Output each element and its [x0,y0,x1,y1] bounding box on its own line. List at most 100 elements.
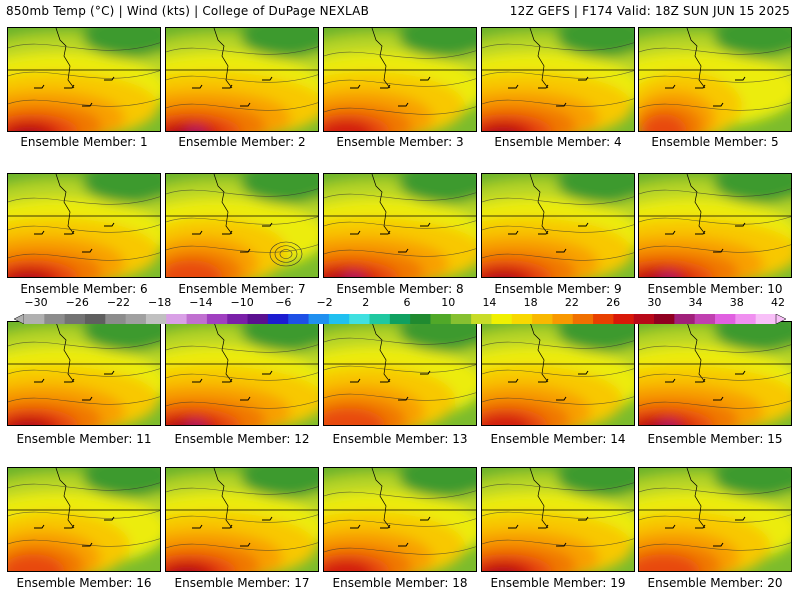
height-contour [8,224,160,233]
wind-barb [578,516,589,521]
height-contour [639,102,791,111]
height-contour [482,340,634,349]
height-contour [166,400,318,409]
wind-barb [398,248,409,253]
wind-barb [104,370,115,375]
colorbar-tick-label: −2 [316,296,333,309]
height-contour [639,46,791,55]
member-caption: Ensemble Member: 3 [336,135,464,149]
height-contour [8,98,160,107]
member-map-17 [165,467,319,572]
member-map-1 [7,27,161,132]
wind-barb [380,84,391,89]
height-contour [324,336,476,345]
wind-barb [82,102,93,107]
member-map-12 [165,321,319,426]
colorbar-segment [410,314,431,324]
height-contour [482,482,634,491]
wind-barb [538,378,549,383]
height-contour [482,42,634,51]
height-contour [482,224,634,233]
temperature-field [482,28,634,131]
wind-barb [556,102,567,107]
height-contour [166,74,318,83]
colorbar-segment [532,314,553,324]
height-contour [8,368,160,377]
colorbar-tick-label: −14 [189,296,213,309]
height-contour [324,220,476,229]
colorbar-tick-label: 42 [771,296,785,309]
height-contour [482,70,634,79]
wind-barb [262,516,273,521]
temperature-field [166,322,318,425]
height-contour [482,396,634,405]
member-caption: Ensemble Member: 16 [16,576,152,590]
colorbar-tick-label: 22 [564,296,579,309]
wind-barb [695,230,706,235]
wind-barb [192,84,203,89]
colorbar-tick-label: −22 [106,296,131,309]
temperature-field [639,174,791,277]
colorbar-segment [328,314,350,324]
wind-barb [350,524,361,529]
wind-barb [34,84,45,89]
height-contour [166,216,318,225]
wind-barb [665,84,676,89]
colorbar-segment [471,314,492,324]
wind-barb [578,222,589,227]
wind-barb [735,76,746,81]
wind-barb [695,84,706,89]
colorbar-segment [694,314,716,324]
wind-barb [262,370,273,375]
member-caption: Ensemble Member: 9 [494,282,622,296]
member-caption: Ensemble Member: 12 [174,432,310,446]
coastline [55,322,75,383]
colorbar-high-arrow [775,313,787,325]
colorbar-segment [593,314,614,324]
coastline [371,468,391,529]
coastline [55,468,75,529]
valid-time: 12Z GEFS | F174 Valid: 18Z SUN JUN 15 20… [509,4,790,18]
closed-low-contour [279,249,293,259]
wind-barb [34,524,45,529]
wind-barb [104,222,115,227]
wind-barb [82,396,93,401]
height-contour [639,372,791,381]
member-map-19 [481,467,635,572]
colorbar-segment [674,314,696,324]
height-contour [8,70,160,79]
wind-barb [192,524,203,529]
member-caption: Ensemble Member: 6 [20,282,148,296]
height-contour [639,244,791,253]
temperature-field [8,322,160,425]
wind-barb [82,542,93,547]
temperature-field [8,174,160,277]
wind-barb [508,84,519,89]
colorbar-segment [369,314,391,324]
map-title: 850mb Temp (°C) | Wind (kts) | College o… [6,4,370,18]
member-map-20 [638,467,792,572]
wind-barb [64,378,75,383]
wind-barb [64,524,75,529]
wind-barb [222,378,233,383]
wind-barb [508,230,519,235]
member-caption: Ensemble Member: 20 [647,576,783,590]
height-contour [482,196,634,205]
wind-barb [538,524,549,529]
wind-barb [104,76,115,81]
height-contour [166,486,318,495]
coastline [371,322,391,383]
coastline [686,322,706,383]
coastline [55,28,75,89]
member-map-9 [481,173,635,278]
temperature-field [324,322,476,425]
temperature-field [482,468,634,571]
member-caption: Ensemble Member: 2 [178,135,306,149]
colorbar-tick-label: 38 [729,296,744,309]
wind-barb [398,102,409,107]
member-caption: Ensemble Member: 19 [490,576,626,590]
temperature-colorbar [13,309,787,325]
wind-barb [350,84,361,89]
colorbar-tick-label: 34 [688,296,703,309]
wind-barb [713,102,724,107]
